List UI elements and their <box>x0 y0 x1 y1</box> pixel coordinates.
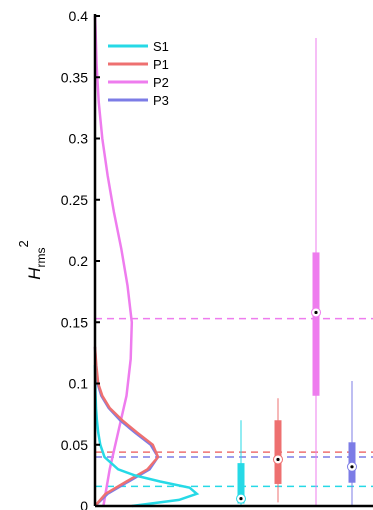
mean-lines <box>95 317 373 488</box>
y-tick-label: 0 <box>80 498 88 510</box>
legend-item-p1: P1 <box>108 57 169 72</box>
box-plot-p1 <box>273 398 283 503</box>
box-plots <box>236 38 357 506</box>
y-axis-label-sub: rms <box>34 247 48 267</box>
legend: S1 P1 P2 P3 <box>108 39 169 108</box>
y-tick-label: 0.4 <box>69 8 89 24</box>
density-curve-s1 <box>93 365 200 508</box>
box-plot-p2 <box>311 38 321 506</box>
y-tick-label: 0.2 <box>69 253 89 269</box>
legend-label: P2 <box>153 75 169 90</box>
y-tick-label: 0.1 <box>69 376 89 392</box>
legend-label: P3 <box>153 93 169 108</box>
y-tick-label: 0.35 <box>61 69 88 85</box>
legend-label: P1 <box>153 57 169 72</box>
median-dot-p3 <box>350 465 354 469</box>
legend-item-p3: P3 <box>108 93 169 108</box>
y-axis-label: Hrms2 <box>16 240 48 280</box>
box-s1 <box>237 463 245 504</box>
y-axis: 0 0.05 0.1 0.15 0.2 0.25 0.3 0.35 0.4 <box>61 8 373 510</box>
box-plot-p3 <box>347 381 357 506</box>
density-curves <box>93 15 200 508</box>
median-dot-p2 <box>314 310 318 315</box>
box-plot-s1 <box>236 420 246 506</box>
median-dot-s1 <box>239 497 243 501</box>
legend-item-p2: P2 <box>108 75 169 90</box>
legend-label: S1 <box>153 39 169 54</box>
y-tick-label: 0.15 <box>61 314 88 330</box>
y-tick-label: 0.3 <box>69 131 89 147</box>
y-axis-label-sup: 2 <box>16 240 31 247</box>
y-tick-label: 0.05 <box>61 437 88 453</box>
density-curve-p2 <box>93 15 134 507</box>
legend-item-s1: S1 <box>108 39 169 54</box>
box-p1 <box>274 420 282 484</box>
y-axis-label-main: H <box>25 267 44 280</box>
box-p2 <box>312 252 320 396</box>
y-tick-label: 0.25 <box>61 192 88 208</box>
median-dot-p1 <box>276 457 280 462</box>
